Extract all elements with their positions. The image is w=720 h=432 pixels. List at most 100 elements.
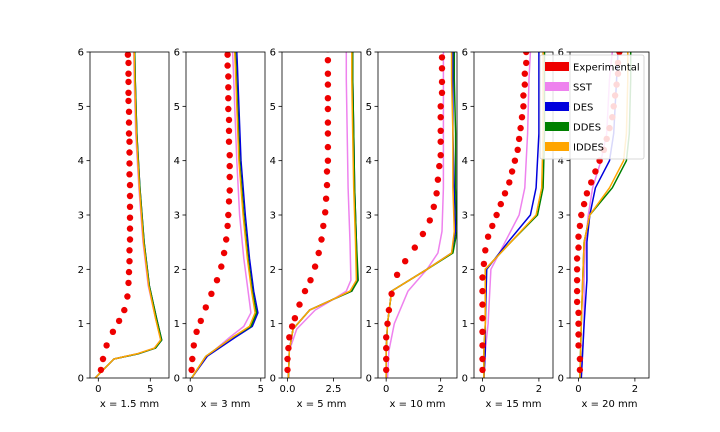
experimental-point: [479, 342, 486, 349]
experimental-point: [515, 135, 523, 143]
y-tick-label: 2: [366, 265, 372, 276]
experimental-point: [521, 81, 528, 88]
experimental-point: [126, 247, 133, 254]
y-tick-label: 3: [558, 211, 564, 222]
y-tick-label: 2: [462, 265, 468, 276]
y-tick-label: 6: [366, 48, 372, 59]
experimental-point: [296, 301, 303, 308]
experimental-point: [225, 95, 232, 102]
y-tick-label: 0: [558, 374, 564, 385]
experimental-point: [437, 103, 444, 110]
experimental-point: [524, 27, 530, 33]
experimental-point: [575, 233, 582, 240]
subplot-5: 0 1 2 3 4 5 6 0 2 x = 15 mm: [462, 27, 554, 410]
experimental-point: [439, 33, 445, 39]
y-tick-label: 1: [270, 319, 276, 330]
experimental-point: [125, 97, 132, 105]
experimental-point: [97, 366, 105, 374]
legend-label-sst: SST: [573, 83, 593, 94]
experimental-point: [322, 195, 330, 202]
experimental-point: [514, 146, 521, 153]
y-tick-label: 0: [270, 374, 276, 385]
y-tick-label: 6: [462, 48, 468, 59]
experimental-point: [383, 355, 390, 363]
experimental-point: [213, 277, 221, 284]
experimental-point: [419, 230, 427, 238]
experimental-point: [125, 268, 133, 276]
experimental-point: [103, 342, 110, 349]
y-tick-label: 4: [462, 156, 468, 167]
y-tick-label: 4: [78, 156, 84, 167]
experimental-point: [436, 162, 443, 170]
experimental-point: [193, 328, 200, 335]
series-line-ddes: [385, 52, 457, 378]
experimental-point: [576, 222, 584, 230]
experimental-point: [225, 116, 233, 124]
experimental-point: [479, 315, 486, 322]
experimental-point: [439, 19, 445, 25]
plot-area: [284, 22, 359, 378]
experimental-point: [126, 225, 134, 232]
legend-swatch-ddes: [545, 122, 569, 131]
series-line-ddes: [287, 52, 359, 378]
experimental-point: [523, 38, 529, 44]
experimental-point: [125, 30, 131, 36]
experimental-point: [508, 168, 516, 175]
series-line-sst: [386, 52, 445, 378]
axes-frame: [377, 51, 458, 379]
experimental-point: [109, 328, 117, 335]
x-tick-label: 0: [383, 384, 389, 395]
legend-label-ddes: DDES: [573, 123, 601, 134]
experimental-point: [517, 124, 524, 132]
y-tick-label: 0: [78, 374, 84, 385]
experimental-point: [324, 95, 332, 102]
experimental-point: [479, 328, 486, 335]
y-tick-label: 3: [462, 211, 468, 222]
legend-swatch-experimental: [545, 62, 569, 71]
legend-swatch-sst: [545, 82, 569, 91]
experimental-point: [126, 149, 133, 156]
experimental-point: [126, 214, 134, 221]
experimental-point: [126, 192, 134, 200]
experimental-point: [208, 290, 215, 297]
experimental-point: [224, 30, 230, 36]
experimental-point: [433, 190, 440, 197]
experimental-point: [126, 52, 130, 53]
experimental-point: [438, 65, 446, 72]
experimental-point: [393, 271, 401, 278]
experimental-point: [383, 344, 390, 352]
experimental-point: [323, 181, 331, 189]
x-tick-label: 0: [95, 384, 101, 395]
experimental-point: [125, 22, 131, 28]
series-line-sst: [287, 52, 352, 378]
experimental-point: [224, 22, 230, 28]
y-tick-label: 4: [558, 156, 564, 167]
x-tick-label: 2: [536, 384, 542, 395]
y-tick-label: 5: [366, 102, 372, 113]
experimental-point: [291, 315, 299, 322]
series-line-iddes: [94, 52, 162, 378]
experimental-point: [223, 236, 230, 243]
experimental-point: [288, 323, 296, 330]
plot-area: [383, 19, 457, 378]
experimental-point: [323, 168, 331, 175]
experimental-point: [126, 181, 134, 189]
experimental-point: [437, 127, 444, 134]
experimental-point: [324, 105, 332, 113]
experimental-point: [479, 366, 486, 374]
experimental-point: [284, 366, 291, 374]
experimental-point: [402, 258, 409, 265]
experimental-point: [325, 22, 331, 28]
legend-label-iddes: IDDES: [573, 143, 604, 154]
experimental-point: [511, 157, 519, 164]
series-line-iddes: [287, 52, 358, 378]
x-tick-label: 0.0: [280, 384, 296, 395]
experimental-point: [501, 190, 509, 197]
legend-swatch-des: [545, 102, 569, 111]
experimental-point: [125, 130, 133, 137]
plot-area: [479, 27, 546, 378]
x-axis-label: x = 1.5 mm: [100, 399, 159, 410]
experimental-point: [320, 222, 327, 230]
experimental-point: [125, 279, 132, 287]
y-tick-label: 5: [462, 102, 468, 113]
